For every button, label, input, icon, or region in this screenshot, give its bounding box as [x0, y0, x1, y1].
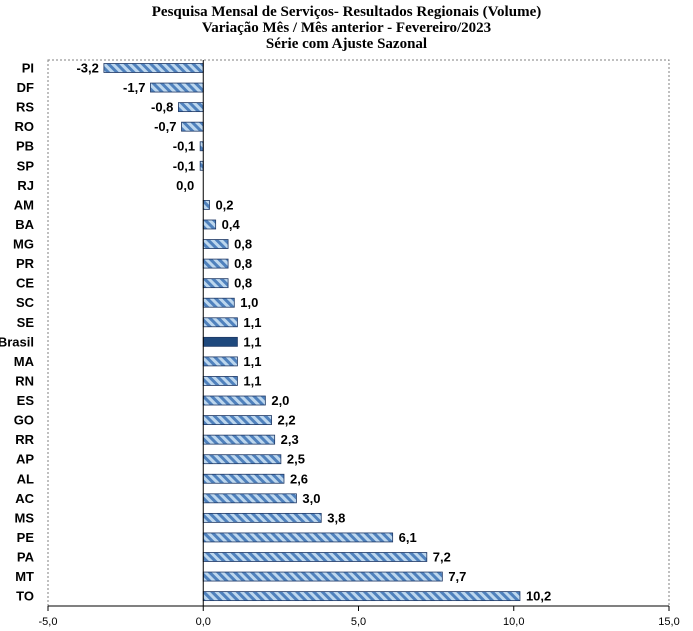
category-label: CE: [16, 276, 34, 291]
category-label: SP: [17, 158, 35, 173]
bar: [202, 571, 443, 582]
value-label: 0,8: [234, 276, 252, 291]
x-tick-label: 5,0: [351, 616, 366, 628]
value-label: 1,0: [240, 295, 258, 310]
bar: [202, 591, 521, 602]
bar: [181, 121, 204, 132]
x-tick-label: -5,0: [39, 616, 58, 628]
value-label: 1,1: [243, 373, 261, 388]
category-label: RR: [15, 432, 34, 447]
bar: [202, 239, 229, 249]
bar: [202, 356, 238, 367]
bar: [202, 200, 210, 210]
bar: [202, 532, 394, 543]
chart-subtitle-2: Série com Ajuste Sazonal: [265, 36, 428, 52]
value-label: 10,2: [526, 589, 551, 604]
category-label: MA: [14, 354, 35, 369]
category-label: RS: [16, 100, 34, 115]
bar: [202, 493, 297, 504]
bar: [202, 552, 428, 562]
value-label: 6,1: [399, 530, 417, 545]
bar: [202, 473, 285, 484]
category-label: PA: [17, 550, 35, 565]
chart-titles: Pesquisa Mensal de Serviços- Resultados …: [0, 4, 693, 52]
category-label: AM: [14, 197, 34, 212]
category-label: PR: [16, 256, 35, 271]
category-label: TO: [16, 589, 34, 604]
value-label: 1,1: [243, 315, 261, 330]
bar: [103, 63, 204, 73]
value-label: 2,2: [278, 413, 296, 428]
category-label: SE: [17, 315, 35, 330]
bar: [202, 512, 322, 523]
x-tick-label: 10,0: [503, 616, 524, 628]
category-label: MS: [15, 510, 35, 525]
category-label: RJ: [17, 178, 34, 193]
value-label: -0,1: [173, 139, 195, 154]
category-label: Brasil: [0, 334, 34, 349]
value-label: 2,3: [281, 432, 299, 447]
value-label: -0,8: [151, 100, 173, 115]
bar: [202, 278, 229, 289]
value-label: 7,2: [433, 550, 451, 565]
category-label: DF: [17, 80, 34, 95]
bar: [150, 82, 204, 93]
category-label: RN: [15, 373, 34, 388]
bar: [202, 219, 217, 230]
plot-area-border: [47, 59, 670, 607]
category-label: RO: [15, 119, 35, 134]
category-label: PB: [16, 139, 34, 154]
value-label: 0,8: [234, 256, 252, 271]
value-label: 0,4: [222, 217, 241, 232]
value-label: -0,1: [173, 158, 195, 173]
value-label: 1,1: [243, 334, 261, 349]
value-label: 2,6: [290, 471, 308, 486]
value-label: 0,0: [176, 178, 194, 193]
value-label: 2,5: [287, 452, 305, 467]
category-label: AL: [17, 471, 34, 486]
bar: [202, 415, 272, 425]
value-label: 2,0: [271, 393, 289, 408]
value-label: 3,0: [302, 491, 320, 506]
chart-title: Pesquisa Mensal de Serviços- Resultados …: [151, 4, 542, 20]
bar: [202, 434, 276, 445]
bar: [202, 454, 282, 465]
value-label: 3,8: [327, 510, 345, 525]
chart-subtitle-1: Variação Mês / Mês anterior - Fevereiro/…: [201, 20, 492, 36]
value-label: 7,7: [448, 569, 466, 584]
x-tick-label: 15,0: [658, 616, 679, 628]
category-label: GO: [14, 413, 34, 428]
bar: [202, 395, 266, 406]
value-label: -0,7: [154, 119, 176, 134]
bar-highlight: [202, 336, 238, 347]
category-label: ES: [17, 393, 35, 408]
x-tick-label: 0,0: [196, 616, 211, 628]
category-label: BA: [15, 217, 34, 232]
category-label: PE: [17, 530, 35, 545]
value-label: 0,2: [215, 197, 233, 212]
category-label: MT: [15, 569, 34, 584]
value-label: -3,2: [76, 61, 98, 76]
bar: [202, 317, 238, 328]
value-label: 1,1: [243, 354, 261, 369]
category-label: MG: [13, 237, 34, 252]
category-label: AC: [15, 491, 34, 506]
bar: [202, 376, 238, 386]
category-label: SC: [16, 295, 35, 310]
value-label: 0,8: [234, 237, 252, 252]
category-label: PI: [22, 61, 34, 76]
bar: [202, 258, 229, 269]
bar: [178, 102, 204, 113]
value-label: -1,7: [123, 80, 145, 95]
category-label: AP: [16, 452, 34, 467]
bar: [202, 297, 235, 308]
